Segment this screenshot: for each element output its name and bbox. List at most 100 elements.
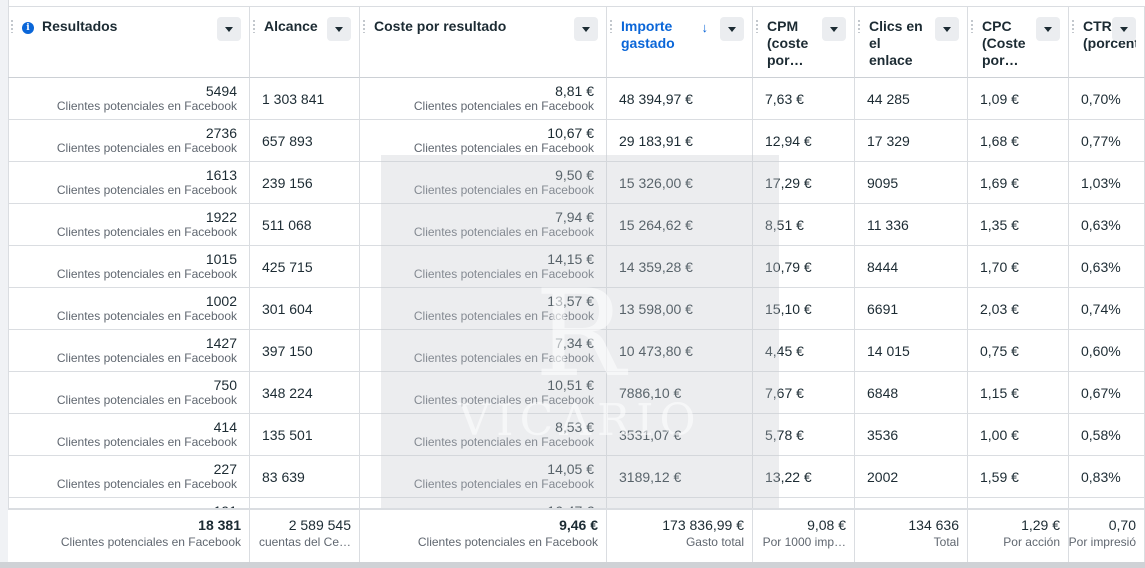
resize-grip-icon[interactable] [253,19,255,33]
cell-coste: 8,81 € Clientes potenciales en Facebook [360,78,607,120]
resize-grip-icon[interactable] [756,19,758,33]
cell-value: 227 [213,461,237,477]
cell-clics: 11 336 [855,204,968,246]
total-coste: 9,46 € Clientes potenciales en Facebook [360,510,607,563]
cell-value: 0,74% [1081,300,1121,317]
cell-value: 0,77% [1081,132,1121,149]
total-value: 2 589 545 [288,517,351,533]
cell-alcance: 348 224 [250,372,360,414]
column-menu-button[interactable] [574,17,598,41]
cell-value: 414 [213,419,237,435]
cell-coste: 10,51 € Clientes potenciales en Facebook [360,372,607,414]
cell-value: 1,00 € [980,426,1019,443]
cell-value: 7,94 € [555,209,594,225]
resize-grip-icon[interactable] [610,19,612,33]
cell-importe: 48 394,97 € [607,78,753,120]
total-value: 173 836,99 € [662,517,744,533]
cell-value: 10 473,80 € [619,342,693,359]
cell-value: 1,59 € [980,468,1019,485]
cell-cpc: 1,09 € [968,78,1069,120]
cell-alcance: 135 501 [250,414,360,456]
cell-cpm: 12,94 € [753,120,855,162]
cell-resultados: 750 Clientes potenciales en Facebook [8,372,250,414]
cell-value: 5,78 € [765,426,804,443]
cell-alcance [250,498,360,510]
cell-importe: 14 359,28 € [607,246,753,288]
cell-value: 44 285 [867,90,910,107]
cell-cpc [968,498,1069,510]
cell-cpc: 1,15 € [968,372,1069,414]
info-icon[interactable]: i [22,22,34,34]
column-header-clics[interactable]: Clics en el enlace [855,7,968,78]
column-header-ctr[interactable]: CTR (porcentaj… [1069,7,1145,78]
cell-value: 7,63 € [765,90,804,107]
resize-grip-icon[interactable] [858,19,860,33]
cell-importe: 7886,10 € [607,372,753,414]
cell-coste: 16,47 €Clientes potenciales en Facebook [360,498,607,510]
cell-value: 10,79 € [765,258,812,275]
cell-resultados: 5494 Clientes potenciales en Facebook [8,78,250,120]
column-menu-button[interactable] [327,17,351,41]
cell-cpc: 0,75 € [968,330,1069,372]
cell-ctr: 0,63% [1069,246,1145,288]
totals-row: 18 381 Clientes potenciales en Facebook … [8,508,1145,563]
cell-importe: 3531,07 € [607,414,753,456]
cell-value: 3536 [867,426,899,443]
cell-importe: 3189,12 € [607,456,753,498]
total-value: 9,08 € [807,517,846,533]
column-menu-button[interactable] [1036,17,1060,41]
column-label-cpm: CPM (coste por… [767,18,809,68]
cell-caption: Clientes potenciales en Facebook [413,99,594,113]
cell-value: 13,57 € [547,293,594,309]
cell-importe: 10 473,80 € [607,330,753,372]
cell-cpm: 7,67 € [753,372,855,414]
cell-coste: 9,50 € Clientes potenciales en Facebook [360,162,607,204]
column-header-coste[interactable]: Coste por resultado [360,7,607,78]
resize-grip-icon[interactable] [11,19,13,33]
horizontal-scrollbar[interactable] [0,562,1145,568]
cell-alcance: 425 715 [250,246,360,288]
cell-resultados: 191Clientes potenciales en Facebook [8,498,250,510]
cell-ctr: 0,63% [1069,204,1145,246]
cell-value: 13,22 € [765,468,812,485]
cell-value: 301 604 [262,300,313,317]
column-header-cpc[interactable]: CPC (Coste por… [968,7,1069,78]
column-menu-button[interactable] [217,17,241,41]
cell-importe: 15 264,62 € [607,204,753,246]
cell-cpc: 1,35 € [968,204,1069,246]
cell-value: 7886,10 € [619,384,682,401]
resize-grip-icon[interactable] [363,19,365,33]
cell-caption: Clientes potenciales en Facebook [56,435,237,449]
resize-grip-icon[interactable] [971,19,973,33]
cell-value: 1,69 € [980,174,1019,191]
cell-value: 48 394,97 € [619,90,693,107]
total-cpc: 1,29 € Por acción [968,510,1069,563]
column-menu-button[interactable] [720,17,744,41]
cell-value: 13 598,00 € [619,300,693,317]
row-grid: 5494 Clientes potenciales en Facebook 1 30… [8,78,1145,510]
cell-value: 12,94 € [765,132,812,149]
cell-resultados: 1015 Clientes potenciales en Facebook [8,246,250,288]
cell-importe: 15 326,00 € [607,162,753,204]
column-menu-button[interactable] [822,17,846,41]
cell-caption: Clientes potenciales en Facebook [56,141,237,155]
resize-grip-icon[interactable] [1072,19,1074,33]
total-caption: cuentas del Ce… [258,535,351,549]
column-header-alcance[interactable]: Alcance [250,7,360,78]
column-header-resultados[interactable]: i Resultados [8,7,250,78]
cell-alcance: 657 893 [250,120,360,162]
cell-value: 14,05 € [547,461,594,477]
cell-ctr: 0,60% [1069,330,1145,372]
column-header-cpm[interactable]: CPM (coste por… [753,7,855,78]
cell-caption: Clientes potenciales en Facebook [413,393,594,407]
cell-resultados: 1613 Clientes potenciales en Facebook [8,162,250,204]
cell-value: 7,34 € [555,335,594,351]
column-header-importe[interactable]: Importe gastado ↓ [607,7,753,78]
cell-alcance: 301 604 [250,288,360,330]
column-label-resultados: Resultados [42,18,118,34]
cell-alcance: 511 068 [250,204,360,246]
column-menu-button[interactable] [1112,17,1136,41]
column-menu-button[interactable] [935,17,959,41]
total-caption: Clientes potenciales en Facebook [417,535,598,549]
sort-descending-icon[interactable]: ↓ [701,20,709,35]
